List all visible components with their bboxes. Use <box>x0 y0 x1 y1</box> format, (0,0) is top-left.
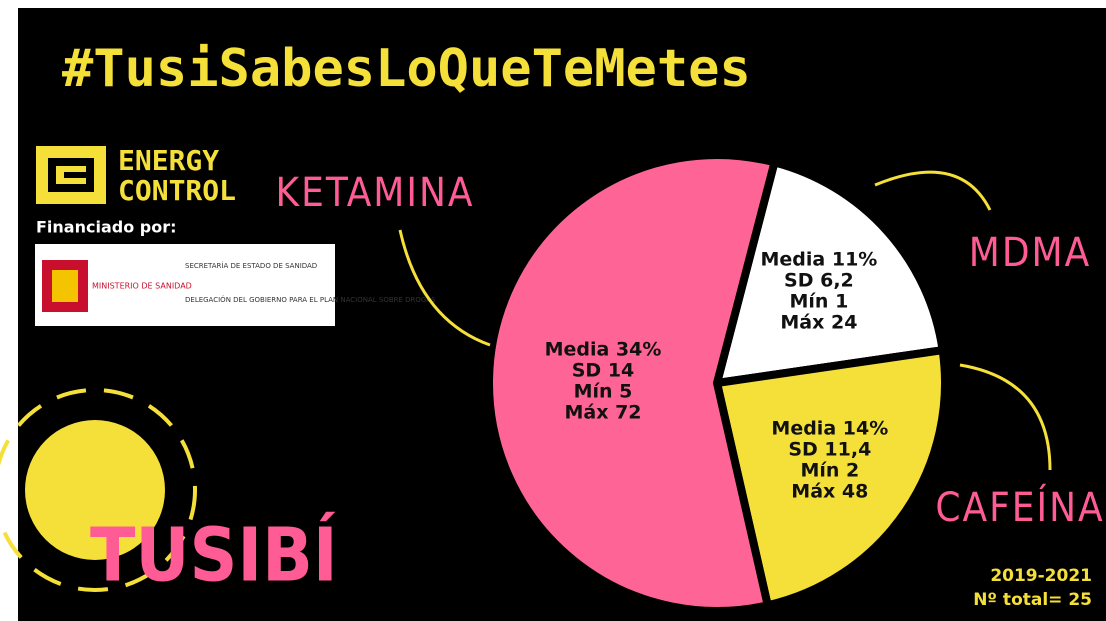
slice-detail: SD 14 <box>572 359 635 381</box>
ministry-name: MINISTERIO DE SANIDAD <box>92 282 192 291</box>
slice-detail: SD 6,2 <box>784 270 854 292</box>
slice-detail: Máx 24 <box>780 312 857 334</box>
slice-detail: Mín 5 <box>574 380 633 402</box>
slice-detail: Mín 1 <box>790 291 849 313</box>
slice-label: Media 34% <box>545 338 662 360</box>
slice-detail: Máx 48 <box>791 480 868 502</box>
period: 2019-2021 <box>990 566 1092 586</box>
title: #TusiSabesLoQueTeMetes <box>62 39 751 99</box>
logo-text: CONTROL <box>118 174 236 207</box>
logo-text: ENERGY <box>118 144 219 177</box>
logo <box>36 146 106 204</box>
slice-detail: SD 11,4 <box>788 438 871 460</box>
drug-name: MDMA <box>969 230 1091 276</box>
infographic: #TusiSabesLoQueTeMetes ENERGY CONTROL Fi… <box>0 0 1106 621</box>
total: Nº total= 25 <box>973 590 1092 610</box>
slice-label: Media 14% <box>771 417 888 439</box>
funded-by: Financiado por: <box>36 218 177 237</box>
slice-label: Media 11% <box>761 249 878 271</box>
brand: TUSIBÍ <box>90 511 338 599</box>
pie <box>489 155 945 611</box>
slice-detail: Mín 2 <box>800 459 859 481</box>
drug-name: CAFEÍNA <box>935 483 1104 531</box>
drug-name: KETAMINA <box>276 170 475 216</box>
crest <box>52 270 78 302</box>
secretaria: SECRETARÍA DE ESTADO DE SANIDAD <box>185 261 317 270</box>
slice-detail: Máx 72 <box>564 401 641 423</box>
delegacion: DELEGACIÓN DEL GOBIERNO PARA EL PLAN NAC… <box>185 295 436 304</box>
